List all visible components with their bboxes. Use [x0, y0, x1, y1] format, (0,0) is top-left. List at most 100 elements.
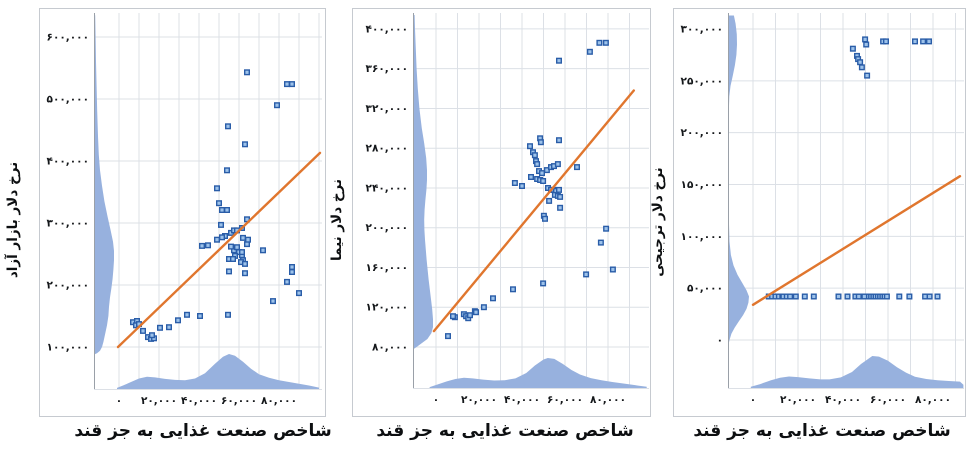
data-point: [165, 324, 172, 331]
chart-frame: [39, 8, 326, 417]
data-point: [296, 290, 303, 297]
data-point: [586, 48, 593, 55]
data-point: [217, 221, 224, 228]
data-point: [241, 270, 248, 277]
data-point: [198, 242, 205, 249]
data-point: [934, 293, 941, 300]
chart-frame: [673, 8, 966, 417]
data-point: [844, 293, 851, 300]
y-tick-label: ۱۰۰,۰۰۰: [47, 342, 89, 354]
data-point: [810, 293, 817, 300]
x-marginal-density: [750, 356, 964, 388]
x-tick-label: ۴۰,۰۰۰: [504, 394, 540, 406]
data-point: [490, 295, 497, 302]
data-point: [574, 164, 581, 171]
data-point: [527, 143, 534, 150]
x-tick-label: ۸۰,۰۰۰: [915, 394, 951, 406]
y-tick-label: ۲۵۰,۰۰۰: [681, 75, 723, 87]
y-tick-label: ۳۲۰,۰۰۰: [366, 103, 408, 115]
data-point: [213, 185, 220, 192]
data-point: [883, 293, 890, 300]
x-marginal-density: [117, 354, 319, 389]
data-point: [849, 45, 856, 52]
x-tick-label: ۲۰,۰۰۰: [141, 395, 177, 407]
y-tick-label: ۱۲۰,۰۰۰: [366, 302, 408, 314]
y-tick-label: ۲۰۰,۰۰۰: [681, 127, 723, 139]
x-tick-label: ۰: [116, 395, 122, 407]
y-tick-label: ۲۸۰,۰۰۰: [366, 143, 408, 155]
data-point: [260, 247, 267, 254]
data-point: [537, 139, 544, 146]
data-point: [224, 311, 231, 318]
data-point: [896, 293, 903, 300]
x-tick-label: ۶۰,۰۰۰: [547, 394, 583, 406]
data-point: [215, 200, 222, 207]
data-point: [912, 38, 919, 45]
data-point: [225, 268, 232, 275]
y-tick-label: ۲۴۰,۰۰۰: [366, 183, 408, 195]
data-point: [557, 204, 564, 211]
y-tick-label: ۵۰,۰۰۰: [687, 283, 723, 295]
data-point: [213, 236, 220, 243]
trend-line: [751, 174, 962, 306]
x-axis-title-chart-1: شاخص صنعت غذایی به جز قند: [74, 421, 332, 441]
data-point: [920, 38, 927, 45]
data-point: [531, 152, 538, 159]
data-point: [289, 81, 296, 88]
x-tick-label: ۲۰,۰۰۰: [461, 394, 497, 406]
data-point: [609, 266, 616, 273]
data-point: [238, 249, 245, 256]
y-tick-label: ۴۰۰,۰۰۰: [47, 156, 89, 168]
x-axis-title-chart-2: شاخص صنعت غذایی به جز قند: [376, 421, 634, 441]
x-marginal-density: [429, 358, 647, 388]
y-axis-title-preferential-rate: نرخ دلار ترجیحی: [650, 167, 666, 277]
data-point: [241, 260, 248, 267]
y-tick-label: ۳۶۰,۰۰۰: [366, 63, 408, 75]
trend-line: [432, 89, 635, 333]
data-point: [289, 264, 296, 271]
y-marginal-density: [94, 15, 114, 355]
data-point: [244, 236, 251, 243]
data-point: [597, 239, 604, 246]
y-tick-label: ۳۰۰,۰۰۰: [47, 218, 89, 230]
data-point: [540, 177, 547, 184]
data-point: [467, 312, 474, 319]
data-point: [855, 293, 862, 300]
data-point: [241, 141, 248, 148]
data-point: [183, 311, 190, 318]
trend-line: [116, 151, 322, 349]
data-point: [556, 186, 563, 193]
data-point: [223, 167, 230, 174]
x-tick-label: ۶۰,۰۰۰: [870, 394, 906, 406]
data-point: [196, 313, 203, 320]
chart-frame: [352, 8, 651, 417]
data-point: [556, 137, 563, 144]
y-tick-label: ۸۰,۰۰۰: [372, 342, 408, 354]
data-point: [148, 332, 155, 339]
data-point: [227, 243, 234, 250]
data-point: [233, 244, 240, 251]
data-point: [864, 72, 871, 79]
x-tick-label: ۸۰,۰۰۰: [590, 394, 626, 406]
data-point: [174, 317, 181, 324]
data-point: [556, 57, 563, 64]
data-point: [858, 64, 865, 71]
y-tick-label: ۶۰۰,۰۰۰: [47, 32, 89, 44]
x-tick-label: ۰: [433, 394, 439, 406]
x-tick-label: ۴۰,۰۰۰: [181, 395, 217, 407]
data-point: [218, 206, 225, 213]
data-point: [596, 39, 603, 46]
data-point: [539, 170, 546, 177]
data-point: [289, 269, 296, 276]
data-point: [862, 36, 869, 43]
x-axis-title-chart-3: شاخص صنعت غذایی به جز قند: [693, 421, 951, 441]
data-point: [450, 313, 457, 320]
data-point: [274, 102, 281, 109]
data-point: [792, 293, 799, 300]
data-point: [480, 304, 487, 311]
x-tick-label: ۰: [750, 394, 756, 406]
data-point: [583, 271, 590, 278]
data-point: [284, 81, 291, 88]
y-tick-label: ۲۰۰,۰۰۰: [366, 222, 408, 234]
